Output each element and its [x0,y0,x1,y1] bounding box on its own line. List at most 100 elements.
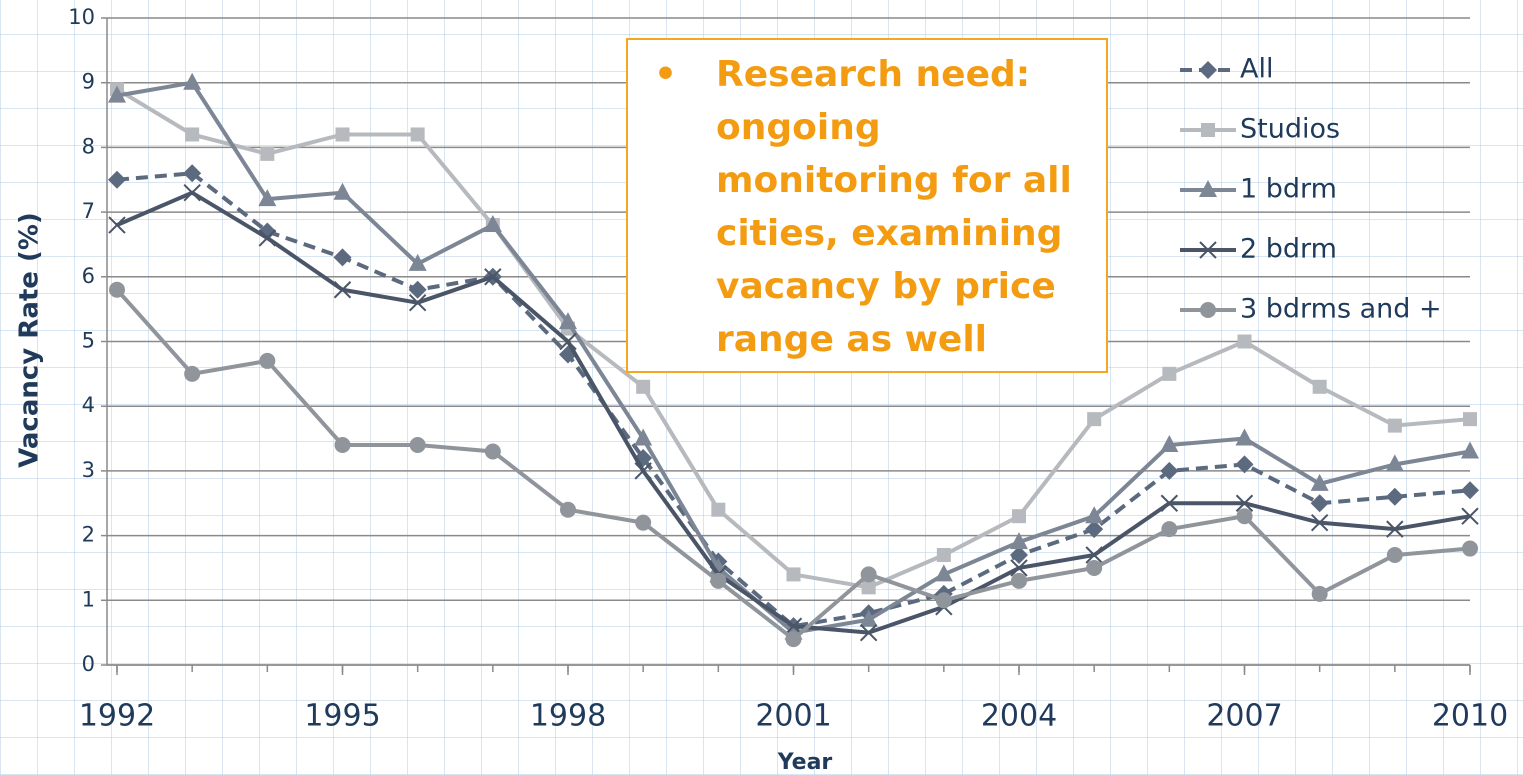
y-tick-label: 4 [82,393,95,417]
marker [408,280,427,299]
marker [484,443,501,460]
marker [711,502,726,517]
marker [109,281,125,298]
marker [859,623,878,642]
marker [934,564,953,582]
marker [559,312,577,330]
marker [710,572,727,589]
marker [483,215,502,233]
marker [1011,572,1027,589]
marker [1311,585,1328,602]
x-tick-label: 2010 [1432,699,1508,734]
marker [183,164,202,183]
marker [1310,473,1329,491]
marker [333,182,352,200]
legend-marker [1199,241,1217,259]
marker [333,281,352,299]
marker [335,127,350,142]
y-tick-label: 5 [82,329,95,353]
marker [1385,454,1404,472]
marker [1386,520,1404,538]
marker [860,566,877,583]
marker [785,631,802,648]
marker [634,462,652,480]
marker [1235,455,1254,474]
legend-marker [1200,302,1216,318]
marker [184,365,201,382]
marker [108,170,126,189]
marker [409,437,426,454]
marker [560,501,576,518]
marker [258,229,277,247]
y-axis-label: Vacancy Rate (%) [15,212,45,468]
marker [1010,532,1028,550]
marker [1461,481,1479,500]
legend-marker [1199,180,1217,197]
y-tick-label: 2 [82,523,95,547]
marker [334,437,351,454]
marker [1235,428,1254,446]
marker [183,183,201,202]
marker [636,379,651,394]
marker [484,268,502,286]
marker [408,293,427,312]
marker [1087,412,1102,427]
marker [1085,520,1104,539]
legend-label: 2 bdrm [1240,234,1337,265]
marker [634,428,653,446]
marker [108,216,126,234]
x-tick-label: 1995 [304,699,380,734]
x-tick-label: 2004 [981,699,1057,734]
x-tick-label: 2007 [1206,699,1282,734]
y-tick-label: 1 [82,587,95,611]
marker [1235,494,1254,512]
marker [936,548,951,563]
marker [1160,494,1179,512]
marker [935,592,952,609]
marker [1010,546,1028,565]
marker [408,253,427,271]
marker [861,580,876,595]
marker [1085,506,1104,524]
marker [260,146,275,161]
marker [1012,509,1026,524]
marker [333,248,352,267]
marker [1312,379,1327,394]
marker [185,127,200,142]
marker [1462,540,1478,557]
marker [1160,435,1179,453]
marker [1162,366,1177,381]
annotation: Research need: ongoing monitoring for al… [654,48,1086,366]
marker [1461,441,1479,459]
legend-label: 3 bdrms and + [1240,294,1442,325]
marker [259,352,276,369]
x-tick-label: 1998 [530,699,606,734]
y-tick-label: 6 [82,264,95,288]
annotation-box: Research need: ongoing monitoring for al… [626,38,1108,373]
marker [1463,412,1477,427]
marker [1236,508,1253,525]
marker [784,617,803,635]
marker [1237,334,1252,349]
marker [1086,559,1103,576]
y-tick-label: 8 [82,134,95,158]
marker [258,189,277,207]
marker [1310,494,1329,513]
legend-marker [1199,61,1217,79]
marker [1010,559,1028,577]
y-tick-label: 3 [82,458,95,482]
marker [1385,487,1404,506]
legend-label: 1 bdrm [1240,174,1337,205]
marker [1161,521,1178,538]
marker [559,332,577,351]
legend-label: All [1240,54,1273,85]
y-tick-label: 9 [82,70,95,94]
marker [1310,513,1329,532]
y-tick-label: 0 [82,652,95,676]
x-tick-label: 2001 [755,699,831,734]
marker [1160,461,1179,480]
legend-marker [1201,123,1215,137]
marker [108,85,126,103]
x-axis-label: Year [777,750,833,775]
